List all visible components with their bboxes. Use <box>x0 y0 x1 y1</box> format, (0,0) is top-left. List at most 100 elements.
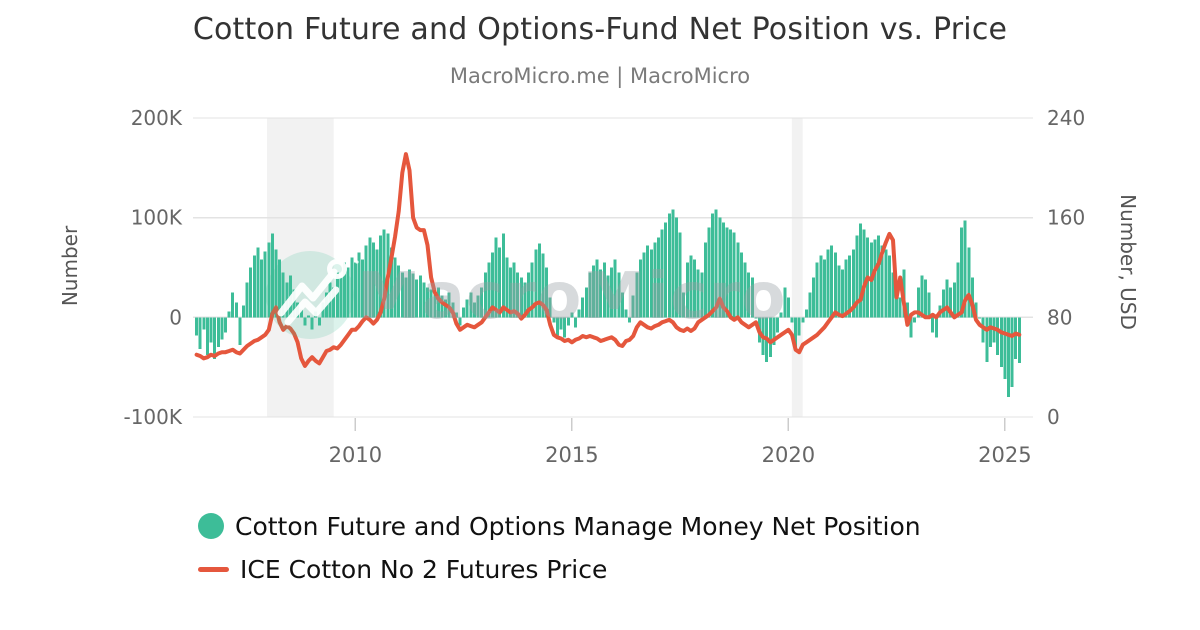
net-position-bar <box>537 243 541 318</box>
net-position-bar <box>978 317 982 319</box>
net-position-bar <box>678 232 682 318</box>
net-position-bar <box>397 265 401 318</box>
watermark-zigzag-icon <box>277 268 338 317</box>
legend-item-net-position[interactable]: Cotton Future and Options Manage Money N… <box>198 511 921 541</box>
net-position-bar <box>480 287 484 318</box>
net-position-bar <box>949 287 953 318</box>
chart-plot-area[interactable]: 2010 2015 2020 2025 200K 100K 0 -100K 240 160 80 0 M… <box>0 0 1200 480</box>
net-position-bar <box>357 252 361 318</box>
net-position-bar <box>880 245 884 318</box>
net-position-bars[interactable] <box>195 209 1021 398</box>
net-position-bar <box>270 233 274 318</box>
net-position-bar <box>462 307 466 318</box>
net-position-bar <box>563 317 567 338</box>
net-position-bar <box>447 292 451 318</box>
net-position-bar <box>725 227 729 318</box>
net-position-bar <box>905 302 909 318</box>
net-position-bar <box>509 267 513 318</box>
net-position-bar <box>754 317 758 319</box>
net-position-bar <box>436 287 440 318</box>
net-position-bar <box>855 235 859 318</box>
net-position-bar <box>555 317 559 336</box>
net-position-bar <box>552 317 556 323</box>
net-position-bar <box>483 272 487 318</box>
net-position-bar <box>476 295 480 318</box>
net-position-bar <box>693 259 697 318</box>
net-position-bar <box>840 269 844 318</box>
net-position-bar <box>628 317 632 323</box>
net-position-bar <box>209 317 213 343</box>
net-position-bar <box>220 317 224 340</box>
net-position-bar <box>213 317 217 360</box>
net-position-bar <box>642 252 646 318</box>
net-position-bar <box>887 255 891 318</box>
net-position-bar <box>999 317 1003 368</box>
right-axis-tick-label: 0 <box>1047 405 1060 429</box>
net-position-bar <box>877 235 881 318</box>
net-position-bar <box>703 242 707 318</box>
net-position-bar <box>389 247 393 318</box>
net-position-bar <box>801 317 805 323</box>
net-position-bar <box>494 237 498 318</box>
net-position-bar <box>833 252 837 318</box>
net-position-bar <box>743 262 747 318</box>
net-position-bar <box>364 245 368 318</box>
legend: Cotton Future and Options Manage Money N… <box>198 511 921 597</box>
net-position-bar <box>617 272 621 318</box>
right-axis-tick-label: 160 <box>1047 206 1085 230</box>
net-position-bar <box>920 275 924 318</box>
net-position-bar <box>786 297 790 318</box>
net-position-bar <box>952 282 956 318</box>
net-position-bar <box>967 247 971 318</box>
net-position-bar <box>379 235 383 318</box>
net-position-bar <box>667 213 671 318</box>
net-position-bar <box>292 289 296 318</box>
net-position-bar <box>631 295 635 318</box>
net-position-bar <box>804 309 808 318</box>
net-position-bar <box>797 317 801 336</box>
price-legend-label: ICE Cotton No 2 Futures Price <box>240 554 608 584</box>
net-position-bar <box>490 252 494 318</box>
net-position-bar <box>656 237 660 318</box>
price-line[interactable] <box>194 152 1022 368</box>
net-position-bar <box>227 311 231 318</box>
net-position-bar <box>750 277 754 318</box>
net-position-bar <box>685 262 689 318</box>
net-position-bar <box>970 277 974 318</box>
net-position-bar <box>1014 317 1018 360</box>
net-position-bar <box>382 229 386 318</box>
net-position-bar <box>996 317 1000 356</box>
net-position-bar <box>527 272 531 318</box>
watermark-dot <box>355 260 359 264</box>
watermark-text: MacroMicro <box>357 260 786 334</box>
net-position-bar <box>819 255 823 318</box>
net-position-bar <box>252 255 256 318</box>
chart-title: Cotton Future and Options-Fund Net Posit… <box>192 12 1008 47</box>
net-position-bar <box>573 317 577 328</box>
net-position-bar <box>945 279 949 318</box>
net-position-bar <box>202 317 206 330</box>
net-position-bar <box>350 257 354 318</box>
net-position-bar <box>523 282 527 318</box>
net-position-bar <box>613 259 617 318</box>
net-position-bar <box>263 251 267 318</box>
left-axis-tick-label: 200K <box>131 106 183 130</box>
net-position-bar <box>545 267 549 318</box>
net-position-bar <box>498 247 502 318</box>
net-position-bar <box>415 279 419 318</box>
net-position-bar <box>729 229 733 318</box>
net-position-bar <box>653 242 657 318</box>
net-position-bar <box>956 262 960 318</box>
net-position-bar <box>541 253 545 318</box>
net-position-bar <box>310 317 314 330</box>
net-position-bar <box>516 272 520 318</box>
net-position-bar <box>790 317 794 323</box>
net-position-bar <box>368 237 372 318</box>
recession-band <box>791 118 803 417</box>
net-position-bar <box>454 312 458 318</box>
legend-item-price[interactable]: ICE Cotton No 2 Futures Price <box>198 554 921 584</box>
net-position-bar <box>581 297 585 318</box>
net-position-bar <box>638 259 642 318</box>
net-position-bar <box>534 249 538 318</box>
net-position-bar <box>242 305 246 318</box>
